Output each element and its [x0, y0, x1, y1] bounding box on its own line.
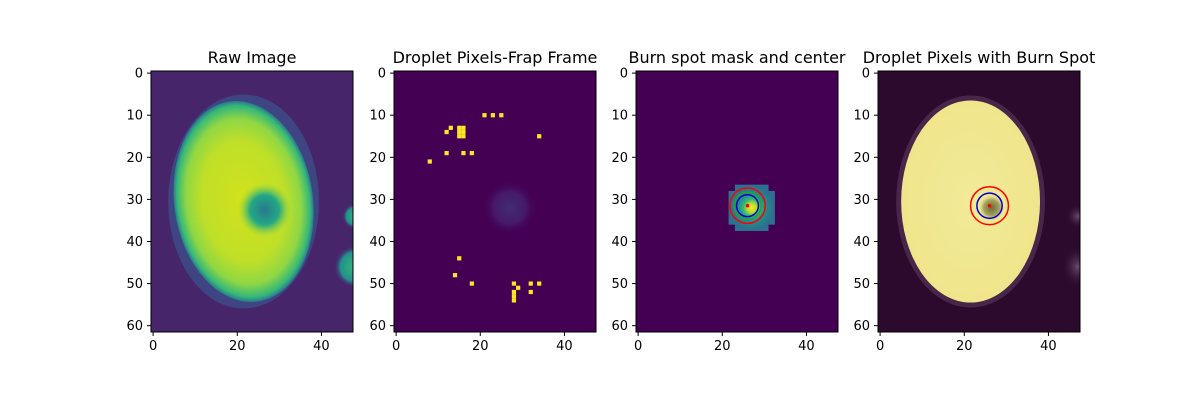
y-tick-label: 10 — [369, 109, 386, 124]
panel-title: Raw Image — [208, 48, 297, 67]
y-tick-label: 50 — [611, 277, 628, 292]
y-tick-label: 0 — [135, 67, 143, 82]
blue-circle — [735, 194, 760, 218]
y-tick-label: 10 — [611, 109, 628, 124]
axes-frame — [150, 70, 354, 333]
y-tick-label: 40 — [853, 235, 870, 250]
bright-pixel — [452, 273, 458, 278]
x-tick-label: 40 — [1040, 339, 1057, 354]
y-tick-label: 60 — [853, 319, 870, 334]
x-tick-label: 40 — [313, 339, 330, 354]
bright-pixel — [461, 150, 466, 156]
bright-pixel — [537, 134, 542, 139]
x-tick-label: 0 — [149, 339, 157, 354]
y-tick-label: 20 — [126, 151, 143, 166]
bright-pixel — [499, 113, 504, 118]
y-tick-label: 0 — [862, 67, 870, 82]
y-tick-label: 10 — [126, 109, 143, 124]
axes-frame — [393, 70, 597, 333]
bright-pixel — [461, 129, 466, 135]
x-tick-label: 20 — [472, 339, 489, 354]
y-tick-label: 40 — [611, 235, 628, 250]
burn-spot — [978, 194, 1006, 222]
bright-pixel — [457, 256, 462, 261]
x-tick-label: 20 — [229, 339, 246, 354]
side-droplet — [1061, 245, 1080, 288]
x-tick-label: 20 — [714, 339, 731, 354]
bright-pixel — [427, 159, 432, 164]
bright-pixel — [457, 129, 462, 135]
y-tick-label: 20 — [369, 151, 386, 166]
faint-spot — [482, 180, 537, 235]
x-tick-label: 40 — [798, 339, 815, 354]
burn-hole — [238, 182, 292, 237]
y-tick-label: 60 — [126, 319, 143, 334]
x-tick-label: 0 — [634, 339, 642, 354]
bright-pixel — [469, 150, 474, 156]
y-tick-label: 30 — [126, 193, 143, 208]
bright-pixel — [482, 113, 487, 118]
bright-pixel — [469, 281, 474, 286]
bright-pixel — [490, 113, 495, 118]
image-area — [151, 71, 353, 332]
y-tick-label: 50 — [853, 277, 870, 292]
side-droplet — [1065, 203, 1080, 229]
center-point — [987, 203, 992, 208]
x-tick-label: 20 — [956, 339, 973, 354]
y-tick-label: 40 — [126, 235, 143, 250]
bright-pixel — [444, 129, 449, 135]
blue-circle — [976, 192, 1003, 220]
bright-pixel — [511, 289, 517, 295]
y-tick-label: 20 — [853, 151, 870, 166]
y-tick-label: 50 — [369, 277, 386, 292]
panel-title: Droplet Pixels-Frap Frame — [393, 48, 598, 67]
bright-pixel — [516, 285, 521, 290]
bright-pixel — [511, 298, 517, 303]
image-area — [636, 71, 838, 332]
x-tick-label: 0 — [392, 339, 400, 354]
y-tick-label: 60 — [611, 319, 628, 334]
y-tick-label: 30 — [853, 193, 870, 208]
bright-pixel — [457, 125, 462, 130]
axes-frame — [877, 70, 1081, 333]
panel-1: Raw Image 0 20 40 0 10 20 30 40 50 60 — [126, 48, 354, 354]
y-tick-label: 50 — [126, 277, 143, 292]
center-point — [745, 203, 750, 208]
bright-pixel — [528, 281, 533, 286]
bright-pixel — [511, 294, 517, 299]
panel-title: Droplet Pixels with Burn Spot — [863, 48, 1096, 67]
red-circle — [969, 186, 1010, 226]
y-tick-label: 30 — [611, 193, 628, 208]
x-tick-label: 0 — [876, 339, 884, 354]
bright-pixel — [448, 125, 453, 130]
y-tick-label: 0 — [378, 67, 386, 82]
bright-pixel — [444, 150, 449, 156]
panel-2: Droplet Pixels-Frap Frame 0 20 40 0 10 20 30 40 5… — [369, 48, 597, 354]
image-area — [394, 71, 596, 332]
bright-pixel — [461, 134, 466, 139]
green-circle — [733, 191, 762, 220]
x-tick-label: 40 — [556, 339, 573, 354]
bright-pixel — [511, 281, 517, 286]
bright-pixel — [537, 281, 542, 286]
y-tick-label: 40 — [369, 235, 386, 250]
y-tick-label: 20 — [611, 151, 628, 166]
bright-pixel — [457, 134, 462, 139]
side-droplet — [342, 203, 353, 229]
y-tick-label: 30 — [369, 193, 386, 208]
y-tick-label: 0 — [620, 67, 628, 82]
panel-title: Burn spot mask and center — [628, 48, 845, 67]
side-droplet — [334, 245, 353, 288]
y-tick-label: 10 — [853, 109, 870, 124]
axes-frame — [635, 70, 839, 333]
red-circle — [729, 187, 766, 225]
y-tick-label: 60 — [369, 319, 386, 334]
bright-pixel — [461, 125, 466, 130]
bright-pixel — [528, 289, 533, 295]
image-area — [878, 71, 1080, 332]
